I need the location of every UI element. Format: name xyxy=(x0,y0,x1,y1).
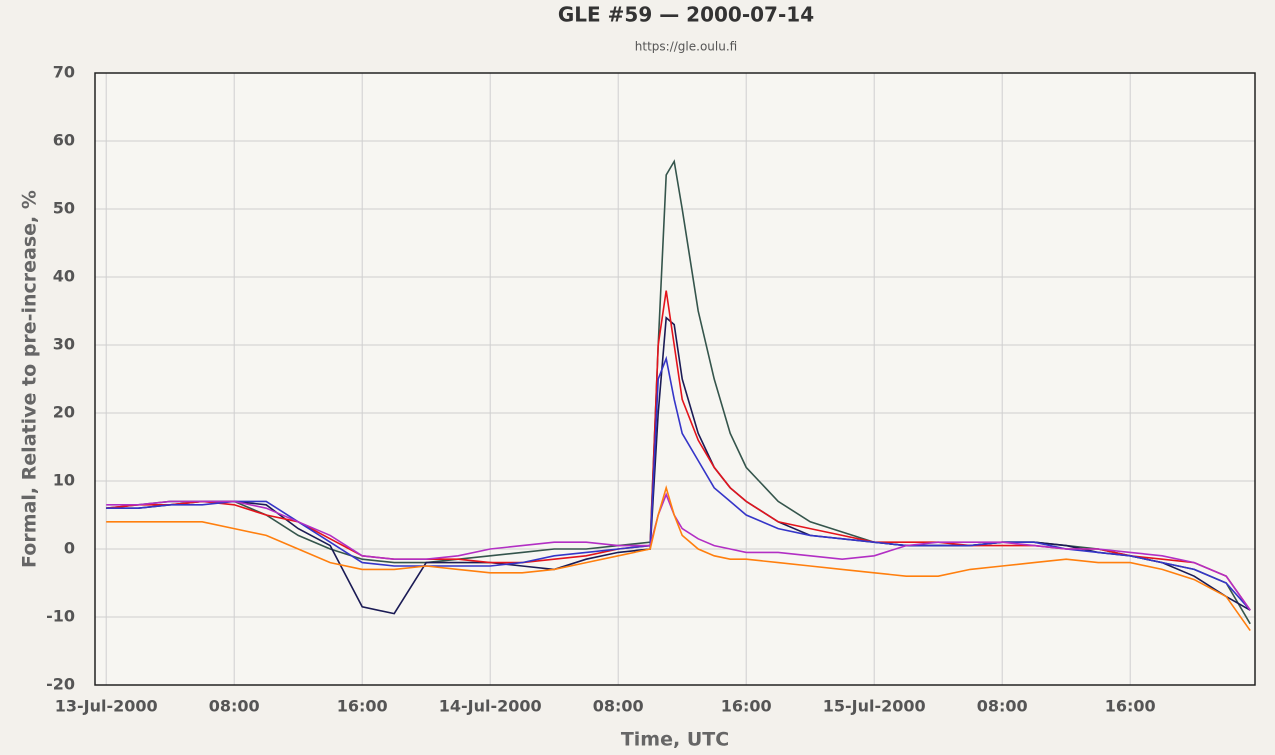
x-tick-label: 13-Jul-2000 xyxy=(55,697,158,716)
x-tick-label: 08:00 xyxy=(593,697,644,716)
data-line xyxy=(106,484,1251,632)
y-tick-label: 70 xyxy=(53,63,75,82)
x-tick-label: 15-Jul-2000 xyxy=(823,697,926,716)
y-tick-label: 10 xyxy=(53,471,75,490)
lines xyxy=(106,159,1251,632)
y-tick-label: 20 xyxy=(53,403,75,422)
plot-area xyxy=(95,73,1255,685)
y-tick-label: 0 xyxy=(64,539,75,558)
x-tick-label: 08:00 xyxy=(977,697,1028,716)
y-tick-label: -20 xyxy=(46,675,75,694)
x-tick-label: 16:00 xyxy=(721,697,772,716)
data-line xyxy=(106,355,1251,611)
plot-frame xyxy=(94,72,1256,686)
y-tick-label: 30 xyxy=(53,335,75,354)
data-line xyxy=(106,492,1251,611)
x-tick-label: 14-Jul-2000 xyxy=(439,697,542,716)
x-axis-label: Time, UTC xyxy=(621,729,729,751)
chart-subtitle: https://gle.oulu.fi xyxy=(635,40,737,54)
y-tick-label: -10 xyxy=(46,607,75,626)
x-tick-label: 08:00 xyxy=(209,697,260,716)
y-axis-label: Formal, Relative to pre-increase, % xyxy=(19,190,41,568)
y-tick-label: 50 xyxy=(53,199,75,218)
y-tick-label: 60 xyxy=(53,131,75,150)
y-tick-label: 40 xyxy=(53,267,75,286)
x-tick-label: 16:00 xyxy=(337,697,388,716)
x-tick-label: 16:00 xyxy=(1105,697,1156,716)
chart-title: GLE #59 — 2000-07-14 xyxy=(558,3,814,27)
